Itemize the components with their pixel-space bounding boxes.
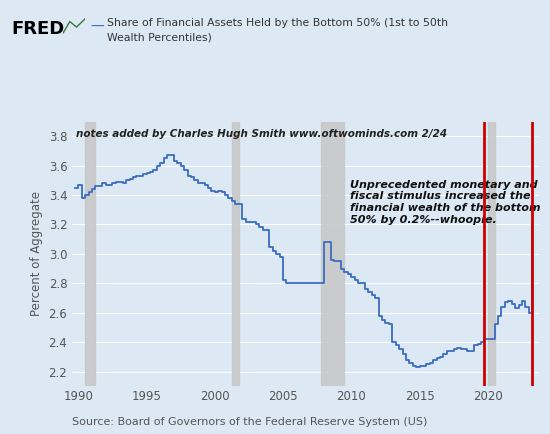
Bar <box>321 122 344 386</box>
Text: —: — <box>91 20 104 33</box>
Bar <box>85 122 95 386</box>
Bar <box>488 122 494 386</box>
Text: FRED: FRED <box>11 20 64 37</box>
Text: Share of Financial Assets Held by the Bottom 50% (1st to 50th: Share of Financial Assets Held by the Bo… <box>107 18 448 28</box>
Text: notes added by Charles Hugh Smith www.oftwominds.com 2/24: notes added by Charles Hugh Smith www.of… <box>76 129 447 139</box>
Text: Unprecedented monetary and
fiscal stimulus increased the
financial wealth of the: Unprecedented monetary and fiscal stimul… <box>350 180 540 224</box>
Text: Source: Board of Governors of the Federal Reserve System (US): Source: Board of Governors of the Federa… <box>72 418 427 427</box>
Text: Wealth Percentiles): Wealth Percentiles) <box>107 33 212 43</box>
Y-axis label: Percent of Aggregate: Percent of Aggregate <box>30 191 43 316</box>
Bar <box>232 122 239 386</box>
